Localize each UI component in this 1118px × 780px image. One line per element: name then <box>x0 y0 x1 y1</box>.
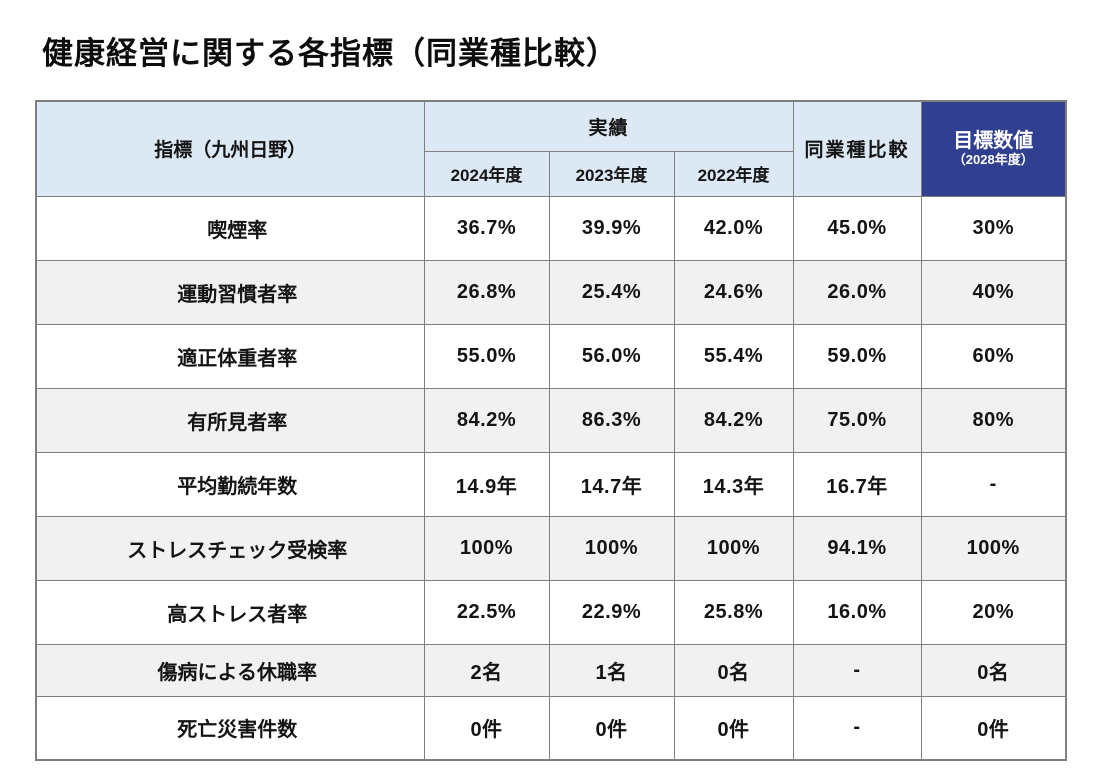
header-row-years: 2024年度 2023年度 2022年度 <box>36 150 1066 197</box>
value-cell: 56.0% <box>548 323 675 389</box>
value-cell: 75.0% <box>792 387 922 453</box>
value-cell: 100% <box>423 515 550 581</box>
table-row: ストレスチェック受検率 100% 100% 100% 94.1% 100% <box>35 515 1067 581</box>
value-cell: 16.7年 <box>792 451 922 517</box>
value-cell: 26.0% <box>792 259 922 325</box>
value-cell: 84.2% <box>423 387 550 453</box>
header-indicator: 指標（九州日野） <box>35 100 425 197</box>
value-cell: 14.9年 <box>423 451 550 517</box>
value-cell: 24.6% <box>673 259 794 325</box>
table-header: 指標（九州日野） 実績 同業種比較 目標数値 （2028年度） 2024年度 2… <box>35 100 1067 197</box>
value-cell: 55.4% <box>673 323 794 389</box>
value-cell: 80% <box>920 387 1067 453</box>
header-row-top: 指標（九州日野） 実績 同業種比較 目標数値 （2028年度） <box>35 100 1067 197</box>
value-cell: 0件 <box>423 695 550 761</box>
header-year-2024: 2024年度 <box>423 150 550 197</box>
table-row: 傷病による休職率 2名 1名 0名 -0名 <box>35 643 1067 697</box>
indicator-cell: 死亡災害件数 <box>35 695 425 761</box>
target-note: （2028年度） <box>952 151 1034 167</box>
value-cell: 1名 <box>548 643 675 697</box>
value-cell: 30% <box>920 195 1067 261</box>
table-row: 平均勤続年数 14.9年 14.7年 14.3年 16.7年 - <box>35 451 1067 517</box>
value-cell: 25.8% <box>673 579 794 645</box>
health-indicators-table: 指標（九州日野） 実績 同業種比較 目標数値 （2028年度） 2024年度 2… <box>35 100 1067 761</box>
indicator-cell: 適正体重者率 <box>35 323 425 389</box>
table-row: 運動習慣者率 26.8% 25.4% 24.6% 26.0% 40% <box>35 259 1067 325</box>
value-cell: 0件 <box>920 695 1067 761</box>
indicator-cell: 喫煙率 <box>35 195 425 261</box>
value-cell: 39.9% <box>548 195 675 261</box>
table-row: 有所見者率 84.2% 86.3% 84.2% 75.0% 80% <box>35 387 1067 453</box>
header-year-2022: 2022年度 <box>673 150 794 197</box>
page-title: 健康経営に関する各指標（同業種比較） <box>42 36 618 71</box>
value-cell: 36.7% <box>423 195 550 261</box>
table-body: 喫煙率 36.7% 39.9% 42.0% 45.0% 30% 運動習慣者率 26.8% 25.… <box>35 195 1067 761</box>
indicator-cell: 有所見者率 <box>35 387 425 453</box>
value-cell: 14.7年 <box>548 451 675 517</box>
value-cell: - <box>792 643 922 697</box>
header-results-group: 実績 <box>423 100 794 152</box>
table-row: 死亡災害件数 0件 0件 0件 -0件 <box>35 695 1067 761</box>
table-row: 喫煙率 36.7% 39.9% 42.0% 45.0% 30% <box>35 195 1067 261</box>
value-cell: 0件 <box>548 695 675 761</box>
value-cell: 22.5% <box>423 579 550 645</box>
indicator-cell: 運動習慣者率 <box>35 259 425 325</box>
value-cell: 25.4% <box>548 259 675 325</box>
value-cell: 100% <box>548 515 675 581</box>
indicator-cell: 傷病による休職率 <box>35 643 425 697</box>
indicator-cell: 高ストレス者率 <box>35 579 425 645</box>
value-cell: 26.8% <box>423 259 550 325</box>
value-cell: 94.1% <box>792 515 922 581</box>
header-industry-comparison: 同業種比較 <box>792 100 922 197</box>
header-target: 目標数値 （2028年度） <box>920 100 1067 197</box>
value-cell: 59.0% <box>792 323 922 389</box>
value-cell: 22.9% <box>548 579 675 645</box>
value-cell: 0名 <box>673 643 794 697</box>
value-cell: 100% <box>673 515 794 581</box>
value-cell: 16.0% <box>792 579 922 645</box>
value-cell: 84.2% <box>673 387 794 453</box>
table-row: 高ストレス者率 22.5% 22.9% 25.8% 16.0% 20% <box>35 579 1067 645</box>
value-cell: 55.0% <box>423 323 550 389</box>
value-cell: 100% <box>920 515 1067 581</box>
document-page: 健康経営に関する各指標（同業種比較） 指標（九州日野） 実績 同業種比較 目標数… <box>35 36 1067 761</box>
target-label: 目標数値 <box>953 129 1034 152</box>
value-cell: 42.0% <box>673 195 794 261</box>
value-cell: 86.3% <box>548 387 675 453</box>
indicator-cell: ストレスチェック受検率 <box>35 515 425 581</box>
indicator-cell: 平均勤続年数 <box>35 451 425 517</box>
value-cell: - <box>920 451 1067 517</box>
value-cell: 20% <box>920 579 1067 645</box>
value-cell: 14.3年 <box>673 451 794 517</box>
value-cell: 0名 <box>920 643 1067 697</box>
value-cell: - <box>792 695 922 761</box>
table-row: 適正体重者率 55.0% 56.0% 55.4% 59.0% 60% <box>35 323 1067 389</box>
value-cell: 60% <box>920 323 1067 389</box>
value-cell: 2名 <box>423 643 550 697</box>
value-cell: 45.0% <box>792 195 922 261</box>
value-cell: 40% <box>920 259 1067 325</box>
header-year-2023: 2023年度 <box>548 150 675 197</box>
value-cell: 0件 <box>673 695 794 761</box>
